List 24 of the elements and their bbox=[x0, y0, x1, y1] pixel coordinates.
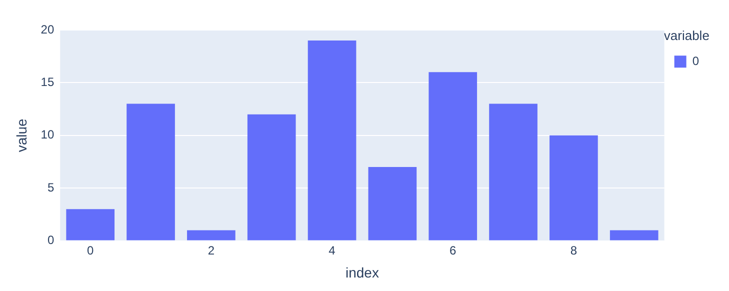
x-tick-label: 0 bbox=[87, 243, 94, 258]
y-tick-label: 20 bbox=[40, 22, 54, 36]
bar bbox=[610, 230, 658, 240]
bar bbox=[368, 167, 417, 240]
x-tick-label: 8 bbox=[570, 243, 578, 258]
y-axis-title: value bbox=[13, 118, 30, 152]
bar bbox=[187, 230, 236, 240]
bar bbox=[247, 114, 296, 240]
bar bbox=[66, 209, 115, 240]
bar bbox=[428, 72, 478, 240]
y-tick-label: 5 bbox=[47, 180, 54, 194]
x-axis-title: index bbox=[346, 264, 379, 280]
y-tick-label: 15 bbox=[40, 75, 54, 90]
bar bbox=[308, 40, 356, 240]
y-tick-label: 10 bbox=[40, 128, 54, 142]
legend-title: variable bbox=[664, 28, 710, 44]
bar bbox=[550, 135, 598, 240]
y-tick-label: 0 bbox=[47, 233, 54, 248]
x-tick-label: 2 bbox=[208, 243, 215, 258]
legend-label: 0 bbox=[692, 54, 700, 68]
bar bbox=[489, 104, 538, 240]
x-tick-label: 6 bbox=[450, 243, 457, 258]
bar bbox=[126, 104, 175, 240]
x-tick-label: 4 bbox=[328, 243, 336, 258]
